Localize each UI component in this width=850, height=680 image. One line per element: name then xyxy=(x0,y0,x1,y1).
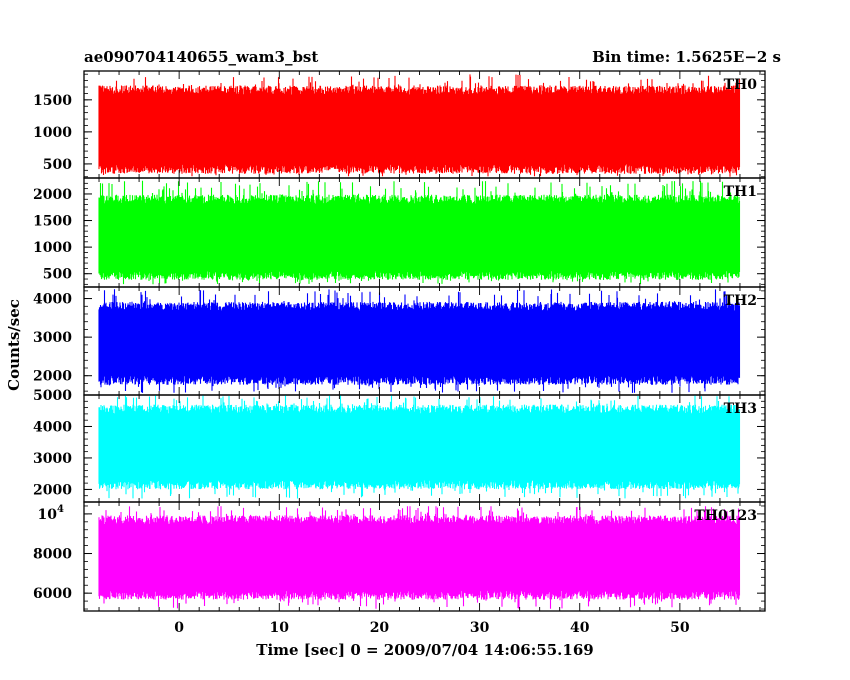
y-tick-label: 1500 xyxy=(33,214,72,230)
series-th3-line xyxy=(98,395,741,499)
y-tick-label: 4000 xyxy=(33,419,72,435)
y-tick-label: 8000 xyxy=(33,547,72,563)
y-tick-label: 500 xyxy=(43,267,72,283)
series-th2-line xyxy=(98,289,741,393)
y-tick-label: 2000 xyxy=(33,369,72,385)
panels-group: 500 1000 1500 TH0 500 1000 1500 2000 TH1 2000 3000… xyxy=(33,70,766,612)
y-axis-label: Counts/sec xyxy=(5,299,23,391)
panel-label-th0123: TH0123 xyxy=(694,508,757,524)
y-tick-label: 5000 xyxy=(33,388,72,404)
panel-th1: 500 1000 1500 2000 TH1 xyxy=(33,177,766,288)
panel-th3: 2000 3000 4000 5000 TH3 xyxy=(33,388,766,503)
series-th0123-line xyxy=(98,506,741,609)
x-axis-label: Time [sec] 0 = 2009/07/04 14:06:55.169 xyxy=(256,641,593,659)
chart-title: ae090704140655_wam3_bst xyxy=(84,48,318,66)
x-tick-label: 20 xyxy=(370,620,390,636)
series-th0-line xyxy=(98,74,741,177)
y-tick-label: 2000 xyxy=(33,482,72,498)
panel-th2: 2000 3000 4000 TH2 xyxy=(33,286,766,396)
y-tick-label: 1000 xyxy=(33,125,72,141)
x-tick-label: 50 xyxy=(670,620,690,636)
y-tick-label: 104 xyxy=(38,504,64,523)
panel-th0123: 6000 8000 104 TH0123 xyxy=(33,501,766,612)
x-tick-label: 40 xyxy=(570,620,590,636)
y-tick-label: 3000 xyxy=(33,330,72,346)
y-tick-label: 3000 xyxy=(33,451,72,467)
y-tick-label: 500 xyxy=(43,157,72,173)
panel-frame xyxy=(83,501,766,612)
series-th1-line xyxy=(98,180,741,285)
panel-label-th0: TH0 xyxy=(724,77,758,93)
y-tick-label: 2000 xyxy=(33,187,72,203)
panel-th0: 500 1000 1500 TH0 xyxy=(33,70,766,179)
x-tick-label: 10 xyxy=(270,620,290,636)
y-tick-label: 6000 xyxy=(33,586,72,602)
panel-label-th3: TH3 xyxy=(724,401,757,417)
panel-label-th1: TH1 xyxy=(724,184,757,200)
panel-label-th2: TH2 xyxy=(724,293,757,309)
x-axis: 0 10 20 30 40 50 xyxy=(174,620,690,636)
y-tick-label: 4000 xyxy=(33,292,72,308)
x-tick-label: 0 xyxy=(174,620,184,636)
y-tick-label: 1000 xyxy=(33,240,72,256)
x-tick-label: 30 xyxy=(470,620,490,636)
bin-time-label: Bin time: 1.5625E−2 s xyxy=(592,48,781,66)
y-tick-label: 1500 xyxy=(33,93,72,109)
